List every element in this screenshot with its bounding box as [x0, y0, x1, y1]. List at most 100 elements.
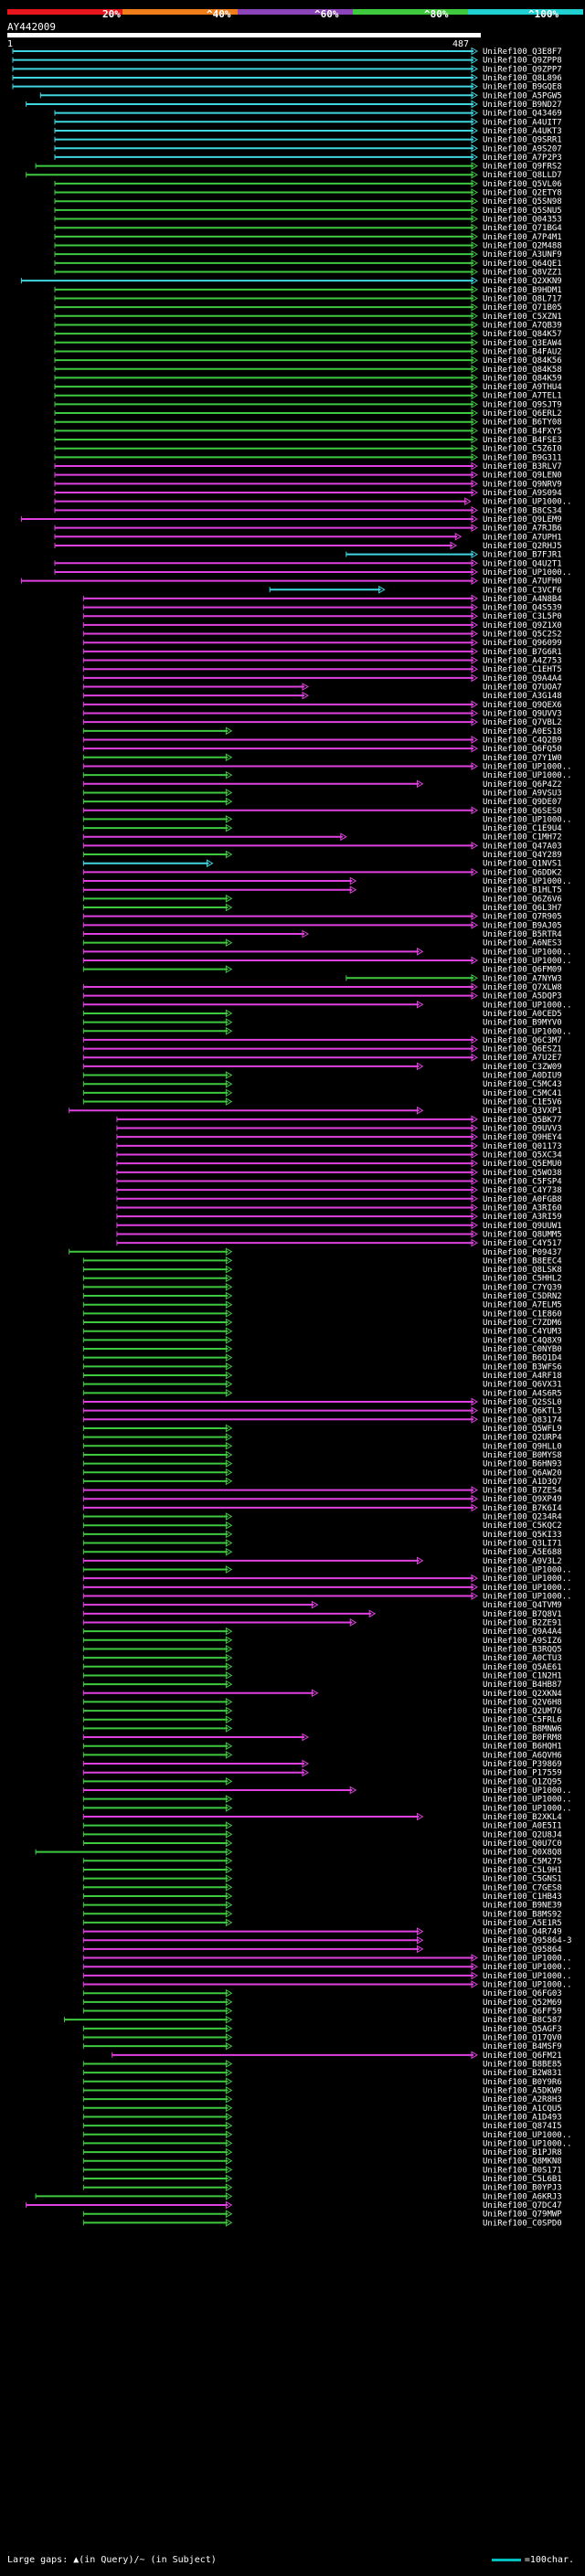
- hit-label[interactable]: UniRef100_Q874I5: [483, 2122, 562, 2131]
- hit-label[interactable]: UniRef100_A0CED5: [483, 1010, 562, 1019]
- hit-label[interactable]: UniRef100_C3L5P0: [483, 612, 562, 621]
- hit-label[interactable]: UniRef100_Q6AW20: [483, 1468, 562, 1478]
- hit-label[interactable]: UniRef100_C4Y738: [483, 1186, 562, 1195]
- hit-label[interactable]: UniRef100_UP1000..: [483, 762, 572, 771]
- hit-label[interactable]: UniRef100_B3RLV7: [483, 462, 562, 472]
- hit-label[interactable]: UniRef100_A6KRJ3: [483, 2192, 562, 2201]
- hit-label[interactable]: UniRef100_B7ZE54: [483, 1487, 562, 1496]
- hit-label[interactable]: UniRef100_A9SIZ6: [483, 1637, 562, 1646]
- hit-label[interactable]: UniRef100_Q83174: [483, 1415, 562, 1425]
- hit-label[interactable]: UniRef100_Q2ETY8: [483, 189, 562, 198]
- hit-label[interactable]: UniRef100_UP1000..: [483, 1963, 572, 1972]
- hit-label[interactable]: UniRef100_Q6DDK2: [483, 868, 562, 877]
- hit-label[interactable]: UniRef100_UP1000..: [483, 2131, 572, 2140]
- hit-label[interactable]: UniRef100_B2ZE91: [483, 1618, 562, 1627]
- hit-label[interactable]: UniRef100_A9S094: [483, 489, 562, 498]
- hit-label[interactable]: UniRef100_B9GQE8: [483, 83, 562, 92]
- hit-label[interactable]: UniRef100_Q5EMU0: [483, 1160, 562, 1169]
- hit-label[interactable]: UniRef100_C3ZW09: [483, 1063, 562, 1072]
- hit-label[interactable]: UniRef100_Q2V6H8: [483, 1698, 562, 1707]
- hit-label[interactable]: UniRef100_C5L6B1: [483, 2175, 562, 2184]
- hit-label[interactable]: UniRef100_Q6FG03: [483, 1989, 562, 1998]
- hit-label[interactable]: UniRef100_Q1NVS1: [483, 860, 562, 869]
- hit-label[interactable]: UniRef100_Q84K57: [483, 330, 562, 339]
- hit-label[interactable]: UniRef100_UP1000..: [483, 2139, 572, 2148]
- hit-label[interactable]: UniRef100_B8CS34: [483, 506, 562, 515]
- hit-label[interactable]: UniRef100_B8BE85: [483, 2060, 562, 2069]
- hit-label[interactable]: UniRef100_UP1000..: [483, 1796, 572, 1805]
- hit-label[interactable]: UniRef100_A0ES18: [483, 727, 562, 737]
- hit-label[interactable]: UniRef100_UP1000..: [483, 1574, 572, 1584]
- hit-label[interactable]: UniRef100_Q9A4A4: [483, 674, 562, 684]
- hit-label[interactable]: UniRef100_Q8LLD7: [483, 171, 562, 180]
- hit-label[interactable]: UniRef100_B4HB87: [483, 1680, 562, 1690]
- hit-label[interactable]: UniRef100_Q01173: [483, 1142, 562, 1151]
- hit-label[interactable]: UniRef100_Q9ZPP8: [483, 57, 562, 66]
- hit-label[interactable]: UniRef100_C5Z6I0: [483, 445, 562, 454]
- hit-label[interactable]: UniRef100_C5L9H1: [483, 1866, 562, 1875]
- hit-label[interactable]: UniRef100_A0DIU9: [483, 1072, 562, 1081]
- hit-label[interactable]: UniRef100_Q2M488: [483, 242, 562, 251]
- hit-label[interactable]: UniRef100_P09437: [483, 1248, 562, 1257]
- hit-label[interactable]: UniRef100_UP1000..: [483, 1786, 572, 1796]
- hit-label[interactable]: UniRef100_B8MNW6: [483, 1724, 562, 1733]
- hit-label[interactable]: UniRef100_Q6SES0: [483, 807, 562, 816]
- hit-label[interactable]: UniRef100_Q6ESZ1: [483, 1045, 562, 1055]
- hit-label[interactable]: UniRef100_B6HQH1: [483, 1743, 562, 1752]
- hit-label[interactable]: UniRef100_B3RQQ5: [483, 1645, 562, 1654]
- hit-label[interactable]: UniRef100_A5E1R5: [483, 1919, 562, 1928]
- hit-label[interactable]: UniRef100_A7P4M1: [483, 233, 562, 242]
- hit-label[interactable]: UniRef100_Q4R749: [483, 1928, 562, 1937]
- hit-label[interactable]: UniRef100_B1PJR8: [483, 2148, 562, 2157]
- hit-label[interactable]: UniRef100_C1E5V6: [483, 1098, 562, 1108]
- hit-label[interactable]: UniRef100_Q6ERL2: [483, 409, 562, 419]
- hit-label[interactable]: UniRef100_Q8LSK8: [483, 1266, 562, 1275]
- hit-label[interactable]: UniRef100_Q3E8F7: [483, 48, 562, 57]
- hit-label[interactable]: UniRef100_B8C587: [483, 2016, 562, 2025]
- hit-label[interactable]: UniRef100_Q4S539: [483, 604, 562, 613]
- hit-label[interactable]: UniRef100_UP1000..: [483, 1972, 572, 1981]
- hit-label[interactable]: UniRef100_UP1000..: [483, 877, 572, 886]
- hit-label[interactable]: UniRef100_B6Q1D4: [483, 1354, 562, 1363]
- hit-label[interactable]: UniRef100_Q2U8J4: [483, 1830, 562, 1839]
- hit-label[interactable]: UniRef100_Q9FRS2: [483, 163, 562, 172]
- hit-label[interactable]: UniRef100_A7NYW3: [483, 974, 562, 983]
- hit-label[interactable]: UniRef100_A1D3Q7: [483, 1478, 562, 1487]
- hit-label[interactable]: UniRef100_B6HN93: [483, 1460, 562, 1469]
- hit-label[interactable]: UniRef100_Q84K59: [483, 374, 562, 383]
- hit-label[interactable]: UniRef100_Q5SNU5: [483, 207, 562, 216]
- hit-label[interactable]: UniRef100_Q3EAW4: [483, 339, 562, 348]
- hit-label[interactable]: UniRef100_B4FAU2: [483, 347, 562, 356]
- hit-label[interactable]: UniRef100_UP1000..: [483, 1584, 572, 1593]
- hit-label[interactable]: UniRef100_Q9QEX6: [483, 701, 562, 710]
- hit-label[interactable]: UniRef100_Q84K58: [483, 366, 562, 375]
- hit-label[interactable]: UniRef100_Q1ZQ95: [483, 1777, 562, 1786]
- hit-label[interactable]: UniRef100_B2XKL4: [483, 1813, 562, 1822]
- hit-label[interactable]: UniRef100_Q6P4Z2: [483, 780, 562, 790]
- hit-label[interactable]: UniRef100_Q8L896: [483, 74, 562, 83]
- hit-label[interactable]: UniRef100_B9G311: [483, 453, 562, 462]
- hit-label[interactable]: UniRef100_UP1000..: [483, 1027, 572, 1036]
- hit-label[interactable]: UniRef100_Q7XLW8: [483, 983, 562, 992]
- hit-label[interactable]: UniRef100_B0S171: [483, 2166, 562, 2175]
- hit-label[interactable]: UniRef100_C1E9U4: [483, 824, 562, 833]
- hit-label[interactable]: UniRef100_Q6L3H7: [483, 904, 562, 913]
- hit-label[interactable]: UniRef100_A2R8H3: [483, 2095, 562, 2104]
- hit-label[interactable]: UniRef100_Q9A4A4: [483, 1627, 562, 1637]
- hit-label[interactable]: UniRef100_Q9HEY4: [483, 1133, 562, 1142]
- hit-label[interactable]: UniRef100_C5DRN2: [483, 1292, 562, 1301]
- hit-label[interactable]: UniRef100_A4UKT3: [483, 127, 562, 136]
- hit-label[interactable]: UniRef100_Q9SRR1: [483, 136, 562, 145]
- hit-label[interactable]: UniRef100_C5FSP4: [483, 1177, 562, 1186]
- hit-label[interactable]: UniRef100_Q7DC47: [483, 2201, 562, 2210]
- hit-label[interactable]: UniRef100_B5RTR4: [483, 930, 562, 939]
- hit-label[interactable]: UniRef100_Q9NRV9: [483, 480, 562, 489]
- hit-label[interactable]: UniRef100_Q2URP4: [483, 1434, 562, 1443]
- hit-label[interactable]: UniRef100_Q95864: [483, 1945, 562, 1955]
- hit-label[interactable]: UniRef100_A7P2P3: [483, 154, 562, 163]
- hit-label[interactable]: UniRef100_C4Q8X9: [483, 1336, 562, 1345]
- hit-label[interactable]: UniRef100_Q2RHJ5: [483, 542, 562, 551]
- hit-label[interactable]: UniRef100_C5GNS1: [483, 1875, 562, 1884]
- hit-label[interactable]: UniRef100_Q5AGF3: [483, 2025, 562, 2034]
- hit-label[interactable]: UniRef100_Q0U7C0: [483, 1839, 562, 1849]
